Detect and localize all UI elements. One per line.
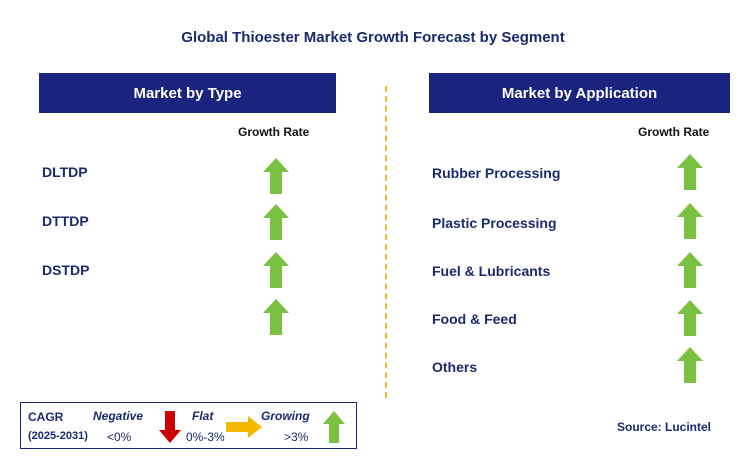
legend-flat-range: 0%-3% [186, 430, 225, 444]
application-row-label: Rubber Processing [432, 165, 561, 181]
legend-growing-range: >3% [284, 430, 309, 444]
cagr-legend: CAGR (2025-2031) Negative <0% Flat 0%-3%… [20, 402, 357, 449]
application-row-label: Food & Feed [432, 311, 517, 327]
growing-arrow-icon [263, 204, 289, 240]
application-panel-header: Market by Application [429, 73, 730, 113]
legend-growing-label: Growing [261, 409, 310, 423]
application-row-label: Plastic Processing [432, 215, 557, 231]
growing-arrow-icon [323, 411, 345, 443]
application-growth-rate-label: Growth Rate [638, 125, 710, 139]
growing-arrow-icon [263, 158, 289, 194]
application-row-label: Fuel & Lubricants [432, 263, 551, 279]
type-row-label: DSTDP [42, 262, 90, 278]
growing-arrow-icon [263, 252, 289, 288]
application-row-label: Others [432, 359, 478, 375]
page-title: Global Thioester Market Growth Forecast … [181, 29, 565, 46]
flat-arrow-icon [226, 416, 262, 438]
growing-arrow-icon [677, 203, 703, 239]
type-panel-header: Market by Type [39, 73, 336, 113]
type-growth-rate-label: Growth Rate [238, 125, 310, 139]
growing-arrow-icon [677, 300, 703, 336]
legend-flat-label: Flat [192, 409, 214, 423]
growing-arrow-icon [263, 299, 289, 335]
growing-arrow-icon [677, 347, 703, 383]
type-row-label: DLTDP [42, 164, 88, 180]
growing-arrow-icon [677, 252, 703, 288]
panel-divider [385, 86, 387, 398]
legend-negative-range: <0% [107, 430, 132, 444]
source-note: Source: Lucintel [617, 420, 712, 434]
negative-arrow-icon [159, 411, 181, 443]
legend-cagr-label: CAGR [28, 410, 64, 424]
legend-period: (2025-2031) [28, 430, 88, 442]
growing-arrow-icon [677, 154, 703, 190]
type-row-label: DTTDP [42, 213, 89, 229]
legend-negative-label: Negative [93, 409, 144, 423]
